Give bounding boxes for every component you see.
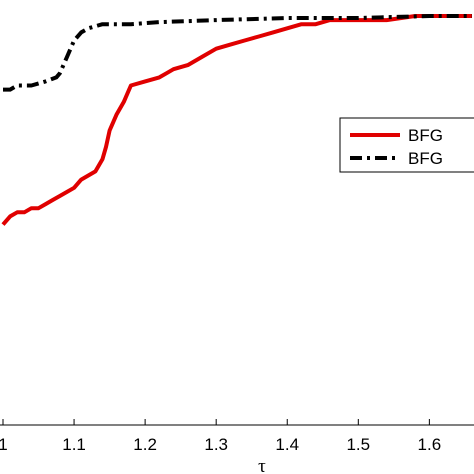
x-axis: 1 1.1 1.2 1.3 1.4 1.5 1.6 [0, 419, 474, 454]
x-tick-label: 1.4 [275, 435, 299, 454]
series-layer [1, 14, 472, 226]
x-tick-label: 1.3 [204, 435, 228, 454]
x-tick-label: 1.5 [346, 435, 370, 454]
series-line-1 [1, 14, 472, 226]
x-tick-label: 1.6 [418, 435, 442, 454]
x-tick-label: 1 [0, 435, 8, 454]
x-axis-label: τ [258, 456, 266, 474]
x-tick-label: 1.2 [133, 435, 157, 454]
legend: BFG BFG [339, 117, 474, 173]
legend-box [339, 117, 474, 173]
legend-label-series-2: BFG [408, 149, 443, 168]
legend-label-series-1: BFG [408, 126, 443, 145]
x-tick-label: 1.1 [62, 435, 86, 454]
series-line-2 [3, 14, 472, 92]
